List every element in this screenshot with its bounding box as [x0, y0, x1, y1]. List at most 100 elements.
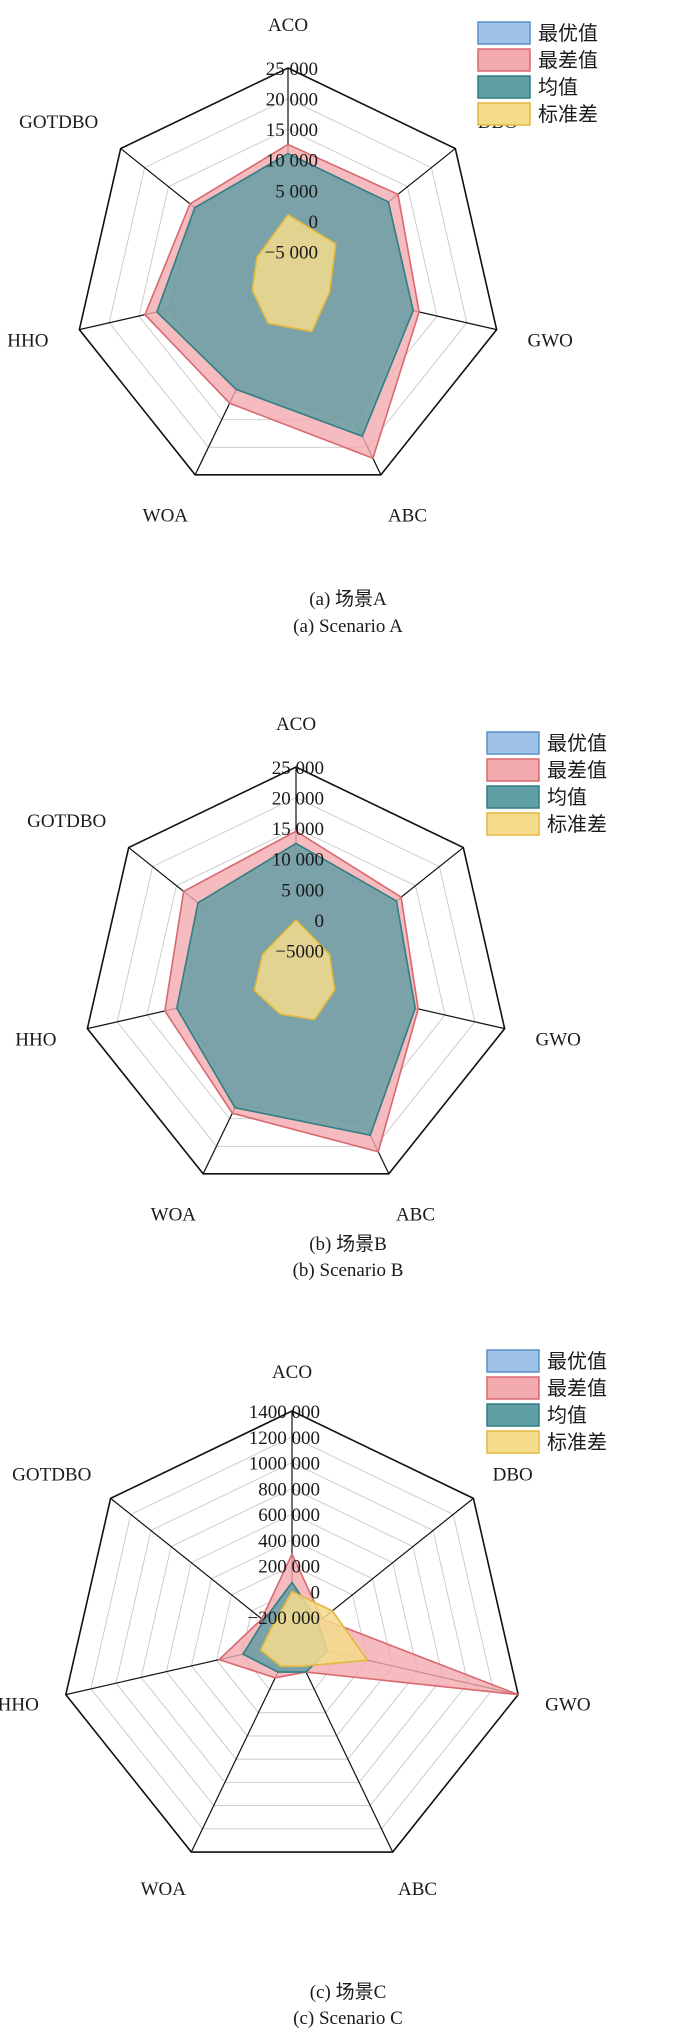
caption-a-cn: (a) 场景A: [309, 589, 387, 610]
radial-tick-label: 20 000: [272, 789, 324, 810]
radar-grid-ring: [115, 1462, 469, 1807]
legend-swatch-std: [486, 812, 540, 836]
axis-label-woa: WOA: [141, 1879, 187, 1900]
legend-swatch-best: [486, 1349, 540, 1373]
axis-label-gwo: GWO: [536, 1029, 581, 1050]
radar-grid-ring: [216, 1565, 368, 1714]
axis-labels: ACO DBO GWO ABC WOA HHO GOTDBO: [0, 1362, 591, 1900]
axis-label-gotdbo: GOTDBO: [19, 112, 98, 133]
radar-series-group: [164, 830, 420, 1153]
legend-label-mean: 均值: [547, 1404, 587, 1427]
legend-swatch-mean: [486, 785, 540, 809]
axis-label-gotdbo: GOTDBO: [12, 1464, 91, 1485]
caption-a-en: (a) Scenario A: [293, 616, 403, 637]
radial-tick-label: 5 000: [275, 181, 318, 202]
radial-tick-label: 0: [315, 911, 325, 932]
radial-tick-label: 25 000: [266, 59, 318, 80]
radial-tick-label: −5 000: [265, 242, 318, 263]
legend-swatch-best: [486, 731, 540, 755]
radial-tick-label: 15 000: [266, 120, 318, 141]
caption-b-en: (b) Scenario B: [292, 1260, 404, 1281]
legend-label-best: 最优值: [547, 732, 607, 755]
axis-label-gwo: GWO: [528, 330, 573, 351]
caption-b-cn: (b) 场景B: [309, 1234, 387, 1255]
axis-label-abc: ABC: [396, 1204, 435, 1225]
radial-tick-label: 800 000: [258, 1479, 320, 1500]
radar-grid-ring: [190, 1539, 394, 1737]
legend-swatch-mean: [477, 75, 531, 99]
axis-label-abc: ABC: [388, 505, 427, 526]
axis-label-hho: HHO: [0, 1695, 39, 1716]
legend-swatch-best: [477, 21, 531, 45]
legend-label-std: 标准差: [547, 1431, 607, 1454]
axis-label-hho: HHO: [15, 1029, 56, 1050]
radial-tick-label: −5000: [275, 941, 324, 962]
series-area-std: [253, 919, 336, 1021]
radar-chart-c: 1400 000 1200 000 1000 000 800 000 600 000 40…: [0, 1340, 696, 1980]
radial-tick-label: 20 000: [266, 90, 318, 111]
legend-swatch-std: [477, 102, 531, 126]
radial-tick-label: 10 000: [266, 151, 318, 172]
radar-svg-c: 1400 000 1200 000 1000 000 800 000 600 000 40…: [0, 1349, 607, 1900]
radar-outer-frame: [78, 67, 498, 476]
radar-grid-ring: [108, 98, 468, 448]
legend-label-worst: 最差值: [547, 1377, 607, 1400]
radial-tick-label: 0: [309, 212, 319, 233]
radial-tick-label: 1000 000: [249, 1454, 320, 1475]
legend-swatch-worst: [477, 48, 531, 72]
legend-label-std: 标准差: [547, 813, 607, 836]
radar-series-group: [144, 143, 420, 460]
axis-label-dbo: DBO: [493, 1464, 533, 1485]
radial-tick-label: 600 000: [258, 1505, 320, 1526]
radial-tick-label: 0: [311, 1582, 321, 1603]
radar-grid-ring: [165, 1513, 419, 1760]
radar-spoke: [291, 1642, 394, 1853]
caption-c-cn: (c) 场景C: [309, 1982, 387, 2003]
axis-label-aco: ACO: [272, 1362, 312, 1383]
legend-label-best: 最优值: [538, 22, 598, 45]
radial-tick-labels: 25 000 20 000 15 000 10 000 5 000 0 −5000: [272, 758, 324, 962]
radial-tick-label: 15 000: [272, 819, 324, 840]
legend-label-worst: 最差值: [538, 49, 598, 72]
axis-label-gwo: GWO: [545, 1695, 590, 1716]
legend-swatch-worst: [486, 758, 540, 782]
axis-label-abc: ABC: [398, 1879, 437, 1900]
radar-grid-ring: [116, 797, 476, 1147]
radar-outer-frame: [64, 1410, 520, 1853]
legend-swatch-worst: [486, 1376, 540, 1400]
radial-tick-label: 10 000: [272, 850, 324, 871]
radar-outer-frame: [86, 766, 506, 1175]
caption-c-en: (c) Scenario C: [293, 2008, 403, 2029]
legend-swatch-std: [486, 1430, 540, 1454]
radial-tick-labels: 25 000 20 000 15 000 10 000 5 000 0 −5 000: [265, 59, 318, 263]
radial-tick-labels: 1400 000 1200 000 1000 000 800 000 600 000 40…: [248, 1402, 320, 1629]
axis-label-aco: ACO: [276, 714, 316, 735]
series-area-std: [259, 1590, 369, 1668]
legend-label-std: 标准差: [538, 103, 598, 126]
radar-grid-ring: [140, 1487, 444, 1783]
radar-series-group: [218, 1553, 519, 1696]
axis-label-hho: HHO: [7, 330, 48, 351]
radial-tick-label: 5 000: [281, 880, 324, 901]
legend-label-mean: 均值: [538, 76, 578, 99]
radial-tick-label: −200 000: [248, 1608, 320, 1629]
axis-label-aco: ACO: [268, 15, 308, 36]
axis-label-gotdbo: GOTDBO: [27, 811, 106, 832]
radial-tick-label: 1200 000: [249, 1428, 320, 1449]
radial-tick-label: 200 000: [258, 1557, 320, 1578]
series-area-std: [251, 213, 337, 333]
legend-label-best: 最优值: [547, 1350, 607, 1373]
radial-tick-label: 400 000: [258, 1531, 320, 1552]
axis-label-woa: WOA: [143, 505, 189, 526]
radial-tick-label: 1400 000: [249, 1402, 320, 1423]
axis-label-woa: WOA: [151, 1204, 197, 1225]
radial-tick-label: 25 000: [272, 758, 324, 779]
